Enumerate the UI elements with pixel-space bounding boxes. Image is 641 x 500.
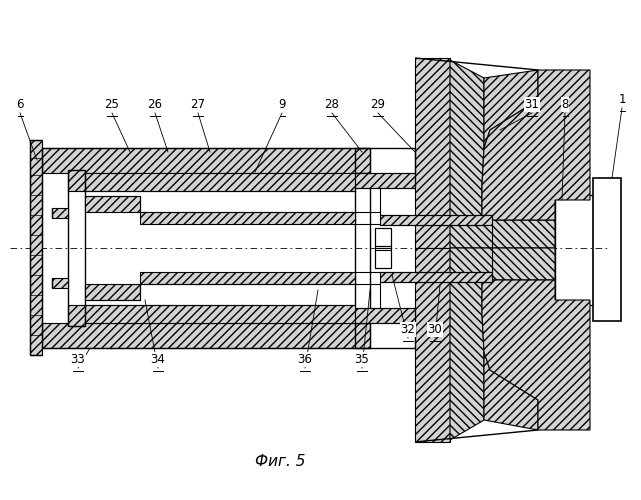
Polygon shape [415,248,450,442]
Polygon shape [68,170,85,191]
Text: 30: 30 [428,323,442,336]
Polygon shape [482,220,555,280]
Polygon shape [140,224,355,272]
Polygon shape [80,305,355,323]
Bar [375,228,391,246]
Polygon shape [555,200,590,300]
Text: 1: 1 [619,93,626,106]
Bar [375,250,391,268]
Bar [593,178,621,321]
Polygon shape [85,284,140,300]
Polygon shape [80,173,355,191]
Polygon shape [380,225,492,272]
Polygon shape [140,212,355,224]
Polygon shape [42,148,370,173]
Polygon shape [85,196,140,212]
Polygon shape [450,60,555,248]
Polygon shape [85,191,355,305]
Polygon shape [355,308,415,323]
Text: 26: 26 [147,98,163,111]
Polygon shape [85,212,140,284]
Text: 8: 8 [562,98,569,111]
Polygon shape [140,272,355,284]
Polygon shape [484,70,538,148]
Text: 28: 28 [324,98,340,111]
Polygon shape [482,70,590,220]
Polygon shape [380,215,492,225]
Text: 36: 36 [297,353,312,366]
Polygon shape [450,248,555,440]
Text: 9: 9 [278,98,286,111]
Polygon shape [415,58,450,248]
Polygon shape [42,323,370,348]
Polygon shape [380,272,492,282]
Polygon shape [484,352,538,430]
Polygon shape [52,278,68,288]
Text: 33: 33 [71,353,85,366]
Bar [555,195,593,305]
Text: 29: 29 [370,98,385,111]
Text: Фиг. 5: Фиг. 5 [254,454,305,469]
Polygon shape [482,280,590,430]
Text: 27: 27 [190,98,206,111]
Polygon shape [355,173,415,188]
Text: 34: 34 [151,353,165,366]
Polygon shape [30,140,42,355]
Polygon shape [52,208,68,218]
Polygon shape [68,305,85,326]
Text: 6: 6 [16,98,24,111]
Text: 31: 31 [524,98,540,111]
Text: 25: 25 [104,98,119,111]
Text: 32: 32 [401,323,415,336]
Text: 35: 35 [354,353,369,366]
